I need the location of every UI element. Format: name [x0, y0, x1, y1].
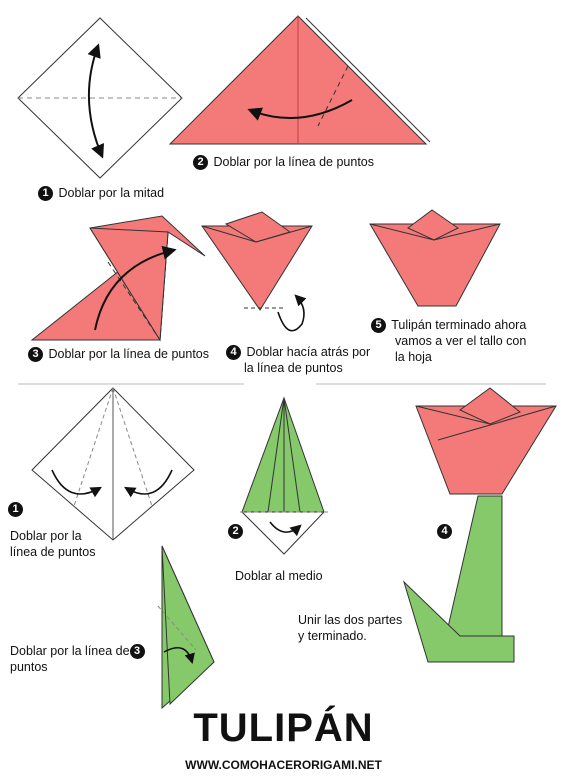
- tulip-leaf: [402, 580, 515, 663]
- step1-caption: 1 Doblar por la mitad: [38, 185, 165, 202]
- stem-step1-text-line1: Doblar por la: [10, 529, 82, 543]
- stem-step1-paper: [31, 387, 195, 541]
- stem-step2-badge: 2: [228, 524, 243, 539]
- step1-text: Doblar por la mitad: [58, 186, 165, 200]
- step1-paper-square: [17, 17, 183, 179]
- stem-step3-text-line2: puntos: [10, 660, 48, 675]
- stem-step4-caption: Unir las dos partes y terminado.: [298, 612, 402, 644]
- tulip-stem: [445, 495, 503, 637]
- step-number-badge: 3: [129, 644, 145, 660]
- stem-step1-caption: Doblar por la línea de puntos: [10, 528, 96, 560]
- step-number-badge: 2: [193, 155, 208, 171]
- step4-text-line1: Doblar hacía atrás por: [246, 345, 371, 359]
- stem-step1-badge: 1: [8, 502, 23, 517]
- step-number-badge: 1: [38, 186, 53, 202]
- step-number-badge: 3: [28, 347, 43, 363]
- stem-step2-text: Doblar al medio: [235, 569, 323, 583]
- page-title: TULIPÁN: [193, 706, 374, 750]
- step5-text-line1: Tulipán terminado ahora: [391, 318, 527, 332]
- stem-step4-text-line1: Unir las dos partes: [298, 613, 403, 627]
- stem-step3-stem: [157, 545, 215, 710]
- stem-step2-caption: Doblar al medio: [235, 568, 323, 584]
- stem-step2-kite: [240, 396, 330, 555]
- step3-folding: [30, 215, 206, 342]
- step5-caption: 5 Tulipán terminado ahora vamos a ver el…: [371, 317, 526, 365]
- stem-step4-badge: 4: [437, 524, 452, 539]
- stem-step4-text-line2: y terminado.: [298, 629, 367, 643]
- step-number-badge: 4: [226, 345, 241, 361]
- step4-text-line2: la línea de puntos: [244, 361, 343, 376]
- step3-caption: 3 Doblar por la línea de puntos: [28, 346, 210, 363]
- stem-step3-text-line1: Doblar por la línea de: [10, 644, 130, 658]
- step5-tulip-head: [369, 209, 501, 307]
- website-url: WWW.COMOHACERORIGAMI.NET: [185, 758, 382, 772]
- finished-tulip: [402, 387, 557, 663]
- step4-caption: 4 Doblar hacía atrás por la línea de pun…: [226, 344, 370, 376]
- step5-text-line3: la hoja: [395, 350, 432, 365]
- step5-text-line2: vamos a ver el tallo con: [395, 334, 527, 349]
- step2-triangle: [168, 15, 431, 145]
- stem-step3-caption: Doblar por la línea de 3 puntos: [10, 643, 147, 675]
- step-number-badge: 5: [371, 318, 386, 334]
- step3-text: Doblar por la línea de puntos: [48, 347, 210, 361]
- step2-caption: 2 Doblar por la línea de puntos: [193, 154, 375, 171]
- stem-step1-text-line2: línea de puntos: [10, 545, 96, 559]
- step4-folding: [201, 211, 313, 332]
- step2-text: Doblar por la línea de puntos: [213, 155, 375, 169]
